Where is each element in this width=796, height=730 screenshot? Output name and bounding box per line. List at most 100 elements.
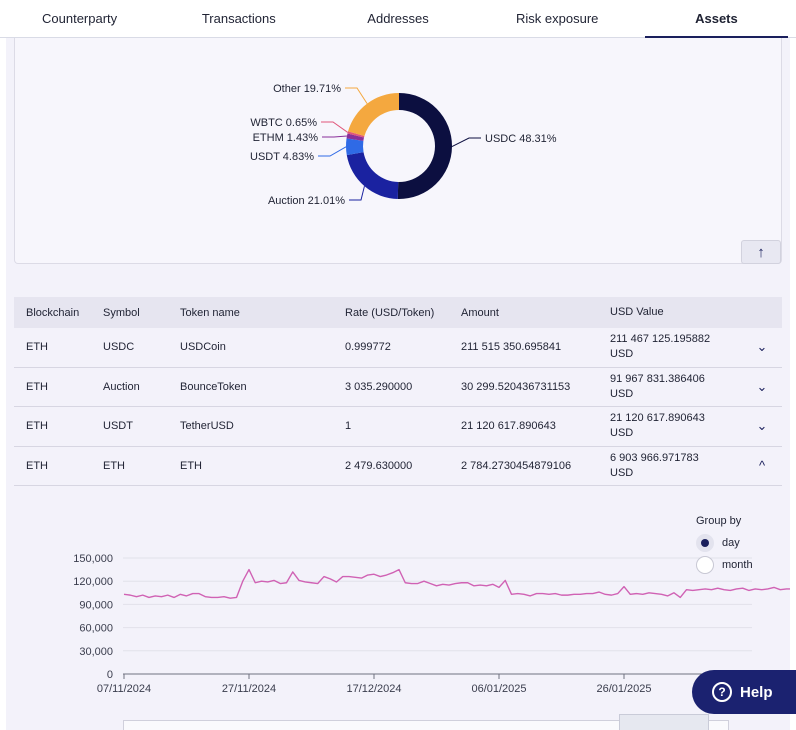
series-line (123, 568, 790, 599)
radio-month-label: month (722, 559, 753, 571)
chart-range-navigator[interactable] (123, 720, 729, 730)
x-tick-label: 07/11/2024 (97, 683, 151, 695)
group-by-label: Group by (696, 515, 742, 527)
usd-value-number: 91 967 831.386406 (610, 372, 705, 385)
pie-leader-line (318, 146, 347, 157)
col-usd-value: USD Value (610, 306, 664, 318)
cell-blockchain: ETH (26, 459, 48, 472)
radio-day-label: day (722, 537, 740, 549)
group-by-day-radio[interactable]: day (696, 534, 740, 552)
cell-token-name: TetherUSD (180, 420, 234, 433)
col-rate: Rate (USD/Token) (345, 306, 435, 319)
cell-rate: 1 (345, 420, 352, 433)
chevron-down-icon[interactable]: ⌄ (756, 339, 768, 355)
y-tick-label: 30,000 (79, 646, 113, 658)
table-row[interactable]: ETH ETH ETH 2 479.630000 2 784.273045487… (14, 446, 782, 486)
y-tick-label: 60,000 (79, 623, 113, 635)
tab-assets[interactable]: Assets (637, 0, 796, 38)
help-icon: ? (712, 682, 732, 702)
y-tick-label: 150,000 (73, 553, 113, 565)
usd-value-unit: USD (610, 466, 634, 479)
pie-leader-line (349, 186, 365, 201)
cell-amount: 2 784.2730454879106 (461, 459, 572, 472)
pie-label: USDT 4.83% (250, 151, 314, 163)
chevron-down-icon[interactable]: ⌄ (756, 418, 768, 434)
assets-panel: USDC 48.31% Auction 21.01% USDT 4.83% ETHM … (6, 38, 790, 730)
x-tick-label: 17/12/2024 (346, 683, 401, 695)
radio-unselected-icon (696, 556, 714, 574)
help-label: Help (740, 683, 773, 701)
usd-value-unit: USD (610, 427, 634, 440)
pie-label: Other 19.71% (273, 83, 341, 95)
cell-symbol: Auction (103, 380, 140, 393)
table-row[interactable]: ETH USDT TetherUSD 1 21 120 617.890643 2… (14, 407, 782, 447)
x-tick-label: 27/11/2024 (222, 683, 276, 695)
usd-value-number: 6 903 966.971783 (610, 451, 699, 464)
cell-symbol: ETH (103, 459, 125, 472)
col-amount: Amount (461, 306, 499, 319)
asset-pie-chart: USDC 48.31% Auction 21.01% USDT 4.83% ETHM … (250, 83, 557, 207)
cell-blockchain: ETH (26, 380, 48, 393)
chevron-up-icon[interactable]: ^ (758, 458, 766, 474)
cell-symbol: USDC (103, 341, 135, 354)
group-by-month-radio[interactable]: month (696, 556, 753, 574)
pie-label: Auction 21.01% (268, 195, 345, 207)
pie-slice (346, 133, 365, 141)
usd-value-unit: USD (610, 348, 634, 361)
x-tick-label: 26/01/2025 (596, 683, 651, 695)
tab-counterparty[interactable]: Counterparty (42, 11, 118, 26)
pie-label: WBTC 0.65% (250, 117, 317, 129)
cell-amount: 21 120 617.890643 (461, 420, 556, 433)
tab-bar: Counterparty Transactions Addresses Risk… (0, 0, 796, 38)
asset-distribution-card: USDC 48.31% Auction 21.01% USDT 4.83% ETHM … (14, 38, 782, 264)
cell-symbol: USDT (103, 420, 133, 433)
table-row[interactable]: ETH Auction BounceToken 3 035.290000 30 … (14, 367, 782, 407)
pie-leader-line (321, 121, 349, 133)
pie-slice (348, 93, 399, 137)
cell-rate: 3 035.290000 (345, 380, 413, 393)
y-tick-label: 0 (107, 669, 113, 681)
table-header: Blockchain Symbol Token name Rate (USD/T… (14, 297, 782, 328)
usd-value-number: 21 120 617.890643 (610, 412, 705, 425)
pie-slice (397, 93, 453, 199)
help-button[interactable]: ? Help (692, 670, 796, 714)
cell-rate: 0.999772 (345, 341, 391, 354)
tab-addresses[interactable]: Addresses (367, 11, 429, 26)
cell-blockchain: ETH (26, 420, 48, 433)
radio-selected-icon (696, 534, 714, 552)
usd-value-unit: USD (610, 387, 634, 400)
cell-rate: 2 479.630000 (345, 459, 413, 472)
pie-leader-line (345, 87, 368, 104)
cell-token-name: ETH (180, 459, 202, 472)
cell-amount: 211 515 350.695841 (461, 341, 562, 354)
pie-label: ETHM 1.43% (253, 132, 319, 144)
pie-slice (346, 152, 399, 199)
pie-leader-line (322, 135, 347, 138)
x-tick-label: 06/01/2025 (471, 683, 526, 695)
cell-usd-value: 6 903 966.971783 USD (598, 451, 742, 481)
chevron-down-icon[interactable]: ⌄ (756, 378, 768, 394)
y-tick-label: 90,000 (79, 599, 113, 611)
cell-usd-value: 211 467 125.195882 USD (598, 332, 742, 362)
pie-leader-line (451, 137, 481, 148)
cell-blockchain: ETH (26, 341, 48, 354)
cell-token-name: USDCoin (180, 341, 226, 354)
tab-transactions[interactable]: Transactions (201, 11, 276, 26)
pie-slice (346, 138, 364, 156)
cell-amount: 30 299.520436731153 (461, 380, 571, 393)
cell-token-name: BounceToken (180, 380, 247, 393)
col-symbol: Symbol (103, 306, 140, 319)
range-navigator-handle[interactable] (619, 714, 709, 730)
assets-table: Blockchain Symbol Token name Rate (USD/T… (14, 297, 782, 486)
pie-label: USDC 48.31% (485, 133, 557, 145)
pie-slice (347, 131, 365, 138)
col-blockchain: Blockchain (26, 306, 80, 319)
col-token-name: Token name (180, 306, 240, 319)
tab-risk-exposure[interactable]: Risk exposure (516, 11, 599, 26)
scroll-up-button[interactable]: ↑ (741, 240, 781, 264)
cell-usd-value: 21 120 617.890643 USD (598, 411, 742, 441)
eth-balance-line-chart: 150,000 120,000 90,000 60,000 30,000 0 07/11/2… (73, 553, 790, 695)
table-row[interactable]: ETH USDC USDCoin 0.999772 211 515 350.69… (14, 328, 782, 368)
cell-usd-value: 91 967 831.386406 USD (598, 372, 742, 402)
usd-value-number: 211 467 125.195882 (610, 333, 711, 346)
